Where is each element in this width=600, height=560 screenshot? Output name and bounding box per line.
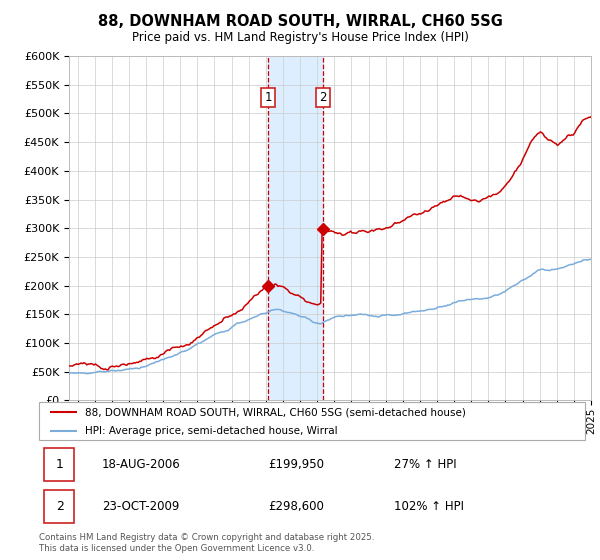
Bar (268, 56, 323, 400)
FancyBboxPatch shape (44, 449, 74, 482)
Text: 18-AUG-2006: 18-AUG-2006 (102, 459, 181, 472)
Text: 88, DOWNHAM ROAD SOUTH, WIRRAL, CH60 5SG: 88, DOWNHAM ROAD SOUTH, WIRRAL, CH60 5SG (98, 14, 502, 29)
Text: £298,600: £298,600 (268, 500, 324, 513)
Text: 1: 1 (264, 91, 272, 104)
Text: 102% ↑ HPI: 102% ↑ HPI (394, 500, 464, 513)
Text: Price paid vs. HM Land Registry's House Price Index (HPI): Price paid vs. HM Land Registry's House … (131, 31, 469, 44)
Text: Contains HM Land Registry data © Crown copyright and database right 2025.
This d: Contains HM Land Registry data © Crown c… (39, 533, 374, 553)
Text: HPI: Average price, semi-detached house, Wirral: HPI: Average price, semi-detached house,… (85, 426, 338, 436)
Text: £199,950: £199,950 (268, 459, 325, 472)
Text: 1: 1 (56, 459, 64, 472)
FancyBboxPatch shape (39, 402, 585, 440)
Text: 27% ↑ HPI: 27% ↑ HPI (394, 459, 457, 472)
Text: 88, DOWNHAM ROAD SOUTH, WIRRAL, CH60 5SG (semi-detached house): 88, DOWNHAM ROAD SOUTH, WIRRAL, CH60 5SG… (85, 407, 466, 417)
FancyBboxPatch shape (44, 490, 74, 523)
Text: 23-OCT-2009: 23-OCT-2009 (102, 500, 179, 513)
Text: 2: 2 (319, 91, 326, 104)
Text: 2: 2 (56, 500, 64, 513)
